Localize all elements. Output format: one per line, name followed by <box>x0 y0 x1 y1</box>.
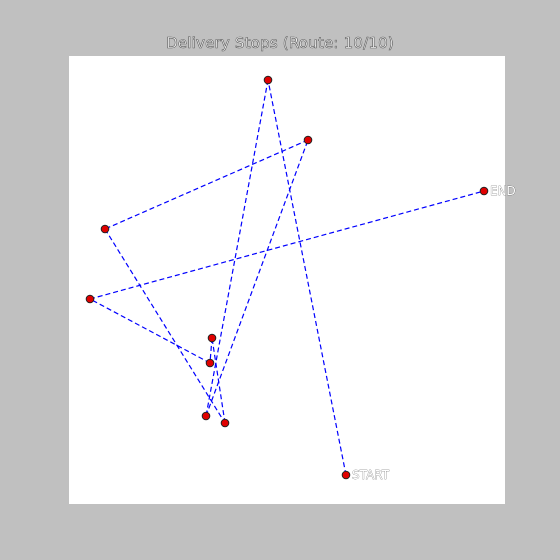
route-segment <box>104 228 226 424</box>
route-segment <box>211 337 226 424</box>
stops-layer <box>85 75 489 480</box>
delivery-stop-marker[interactable] <box>207 333 217 343</box>
labels-layer: START END <box>352 184 516 483</box>
delivery-stop-marker[interactable] <box>100 224 110 234</box>
route-segment <box>89 190 485 300</box>
map-title: Delivery Stops (Route: 10/10) <box>166 34 394 53</box>
route-path <box>89 79 485 476</box>
delivery-stop-marker[interactable] <box>479 186 489 196</box>
map-area <box>69 56 505 504</box>
end-label: END <box>490 184 516 198</box>
delivery-stop-marker[interactable] <box>201 411 211 421</box>
route-segment <box>104 139 309 230</box>
route-segment <box>205 139 309 417</box>
delivery-stop-marker[interactable] <box>220 418 230 428</box>
start-label: START <box>352 468 390 482</box>
delivery-stop-marker[interactable] <box>263 75 273 85</box>
route-segment <box>267 79 347 476</box>
delivery-stop-marker[interactable] <box>341 470 351 480</box>
route-segment <box>89 298 211 364</box>
delivery-stop-marker[interactable] <box>205 358 215 368</box>
delivery-stop-marker[interactable] <box>85 294 95 304</box>
route-segment <box>205 79 269 417</box>
delivery-stop-marker[interactable] <box>303 135 313 145</box>
